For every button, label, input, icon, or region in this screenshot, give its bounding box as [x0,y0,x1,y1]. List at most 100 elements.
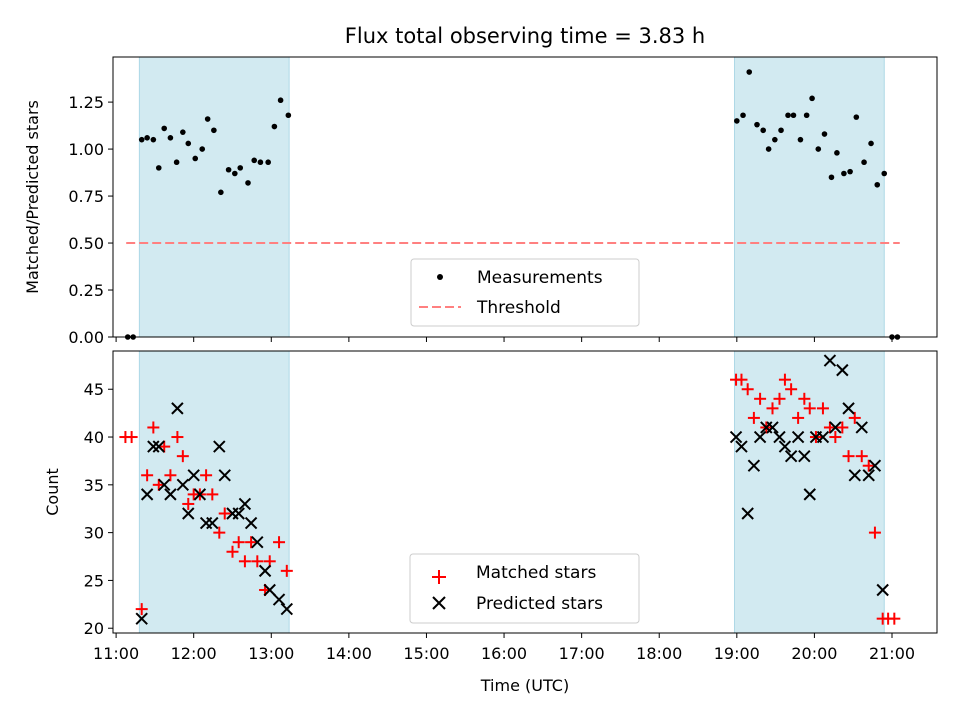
y-tick-label: 45 [84,380,104,399]
counts-panel: 20 25 30 35 40 45 11:00 12:00 13:00 14:00 15:00 16… [43,350,938,695]
measurement-point [144,135,150,141]
measurements-series [124,69,901,340]
measurement-point [760,127,766,134]
measurement-point [237,165,244,171]
matched-star-point [823,421,836,434]
matched-star-point [868,526,881,539]
measurement-point [150,136,157,143]
counts-legend: Matched stars Predicted stars [409,553,640,624]
predicted-star-point [791,430,805,444]
legend-marker-measurements [437,274,443,280]
predicted-star-point [766,421,779,434]
predicted-star-point [842,402,855,415]
x-tick-label: 12:00 [171,644,217,663]
ratio-legend: Measurements Threshold [410,258,640,327]
y-tick-label: 35 [84,476,104,495]
y-tick-label: 0.75 [68,187,104,206]
x-tick-label: 14:00 [326,644,372,663]
y-tick-label: 1.00 [68,140,104,159]
predicted-star-point [741,507,754,520]
matched-star-point [792,411,805,424]
counts-y-ticks: 20 25 30 35 40 45 [84,380,113,638]
measurement-point [821,131,828,137]
matched-star-point [280,564,293,577]
x-tick-label: 17:00 [559,644,605,663]
y-tick-label: 0.50 [68,234,104,253]
measurement-point [155,165,162,171]
matched-star-point [273,536,286,549]
counts-y-axis-label: Count [43,468,62,516]
y-tick-label: 30 [84,524,104,543]
matched-star-point [213,526,226,539]
measurement-point [772,136,778,143]
predicted-star-point [182,507,195,520]
y-tick-label: 0.00 [68,328,104,347]
predicted-star-point [747,459,761,472]
predicted-star-point [272,593,286,606]
predicted-star-point [868,459,882,472]
observing-window-2 [733,350,885,634]
predicted-star-point [232,507,245,520]
matched-star-point [152,478,165,491]
matched-star-point [747,411,760,424]
counts-axes-frame [112,350,938,634]
predicted-star-point [213,440,226,453]
predicted-star-point [140,488,154,501]
y-tick-label: 25 [84,571,104,590]
measurement-point [861,159,867,166]
measurement-point [834,150,840,156]
measurement-point [204,116,211,122]
measurement-point [167,135,174,141]
measurement-point [271,123,278,130]
predicted-star-point [803,488,816,501]
legend-marker-predicted [432,596,446,610]
matched-star-point [206,488,219,501]
predicted-star-point [836,363,849,377]
x-axis-label: Time (UTC) [480,676,569,695]
predicted-star-point [729,430,743,444]
legend-label-threshold: Threshold [476,298,561,318]
measurement-point [138,136,145,143]
matched-star-point [125,431,138,444]
matched-star-point [848,411,861,424]
matched-star-point [141,469,154,482]
predicted-star-point [829,421,842,434]
y-tick-label: 20 [84,619,104,638]
measurement-point [265,159,271,166]
legend-label-predicted: Predicted stars [476,594,603,614]
x-tick-label: 16:00 [481,644,527,663]
y-tick-label: 0.25 [68,281,104,300]
matched-star-point [855,450,868,463]
measurement-point [790,112,797,119]
matched-star-point [773,392,786,405]
measurement-point [185,140,192,147]
predicted-star-point [152,440,165,453]
ratio-x-ticks [115,337,893,342]
chart-title: Flux total observing time = 3.83 h [345,24,705,48]
ratio-panel: 0.00 0.25 0.50 0.75 1.00 1.25 Matched/Predict… [23,56,938,347]
measurement-point [797,136,804,143]
predicted-stars-series [135,354,889,625]
matched-star-point [251,555,264,568]
legend-marker-matched [432,570,446,584]
predicted-star-point [263,583,276,597]
predicted-star-point [251,535,264,549]
measurement-point [245,180,251,186]
measurement-point [173,159,180,166]
ratio-axes-frame [112,56,938,338]
measurement-point [881,170,888,177]
measurement-point [734,118,740,124]
matched-star-point [158,440,171,453]
predicted-star-point [164,488,177,501]
measurement-point [841,170,847,177]
measurement-point [828,174,835,181]
matched-star-point [238,555,251,568]
matched-star-point [829,431,842,444]
matched-star-point [135,603,148,616]
matched-star-point [785,383,798,396]
measurement-point [180,129,186,135]
y-tick-label: 40 [84,428,104,447]
predicted-star-point [855,421,868,434]
matched-star-point [200,469,213,482]
